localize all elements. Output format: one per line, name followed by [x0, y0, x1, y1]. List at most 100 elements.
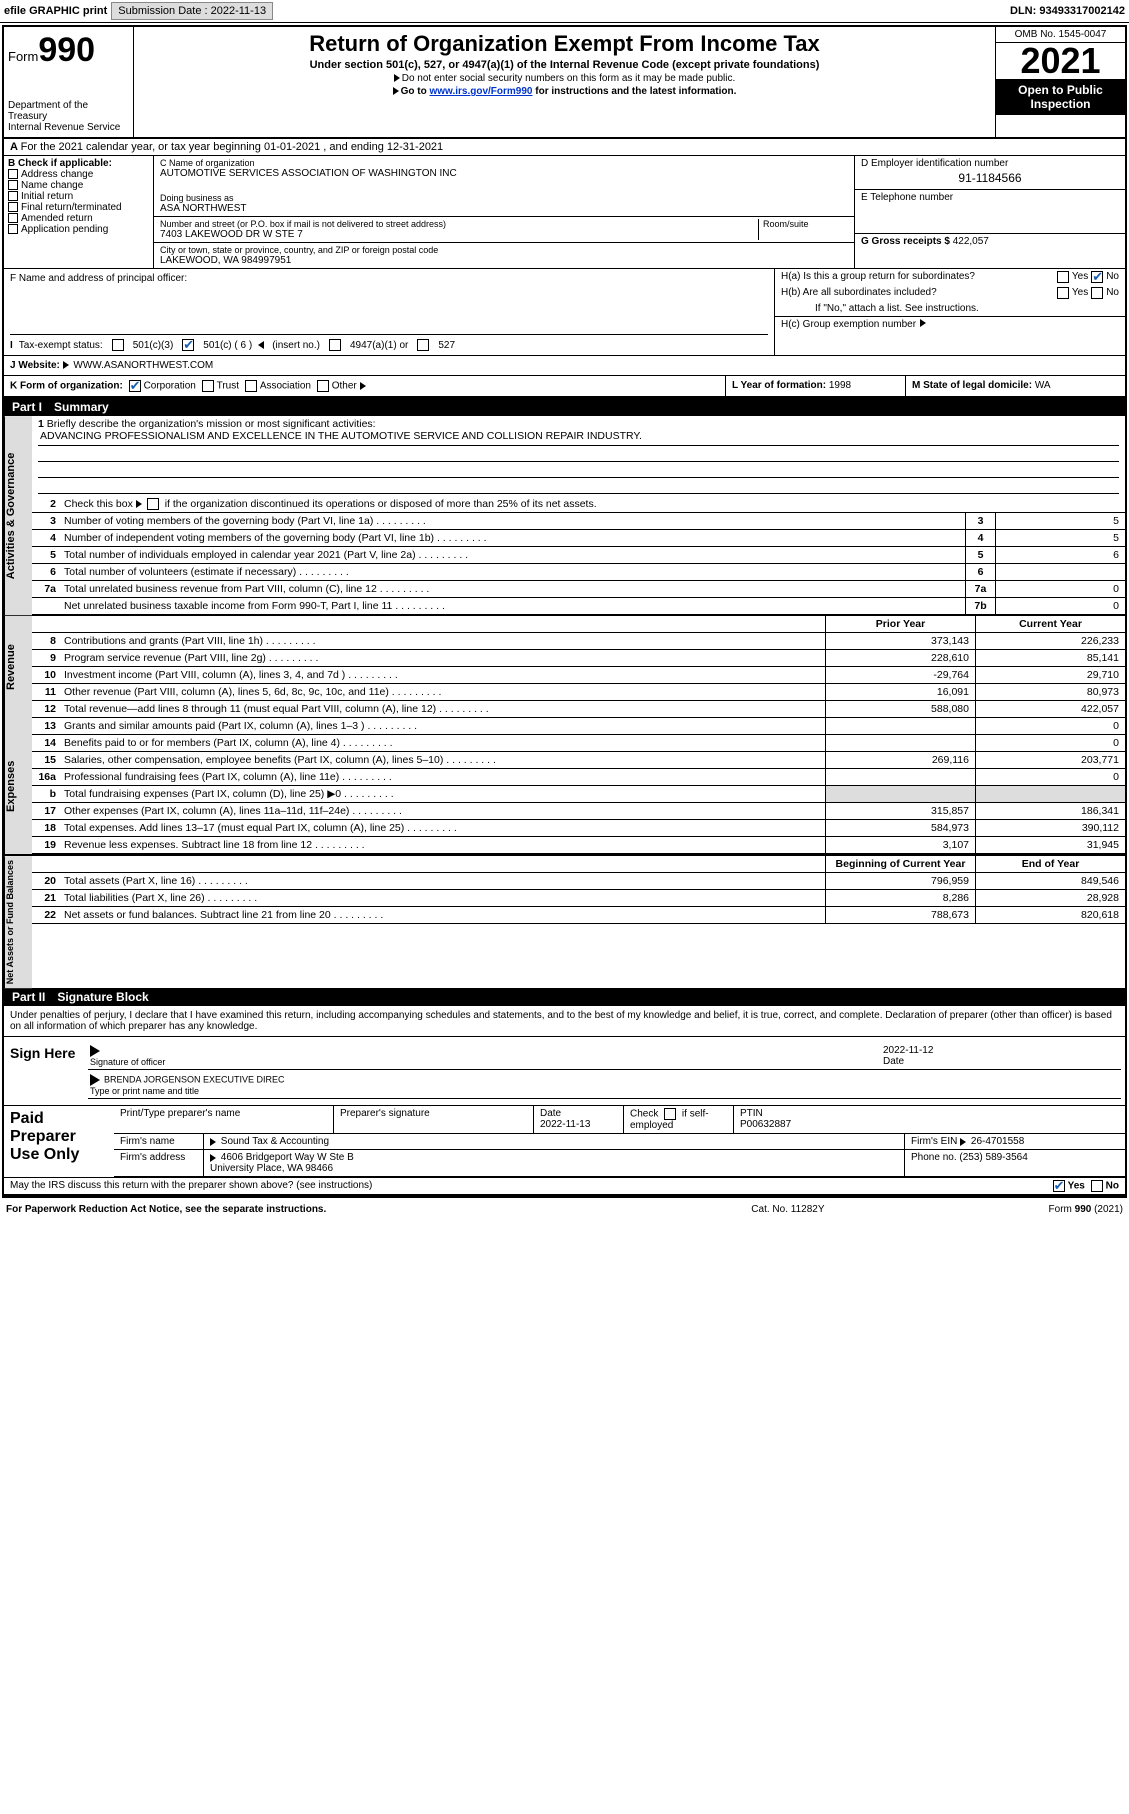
addr-cell: Number and street (or P.O. box if mail i… [154, 217, 854, 243]
hb-no[interactable] [1091, 287, 1103, 299]
cb-assoc[interactable] [245, 380, 257, 392]
line-18: 18Total expenses. Add lines 13–17 (must … [32, 820, 1125, 837]
line-17: 17Other expenses (Part IX, column (A), l… [32, 803, 1125, 820]
gross-cell: G Gross receipts $ 422,057 [855, 234, 1125, 249]
current-year-hdr: Current Year [975, 616, 1125, 632]
phone-label: E Telephone number [861, 192, 1119, 203]
irs-link[interactable]: www.irs.gov/Form990 [429, 86, 532, 97]
open-public: Open to Public Inspection [996, 79, 1125, 115]
cb-501c[interactable] [182, 339, 194, 351]
line-10: 10Investment income (Part VIII, column (… [32, 667, 1125, 684]
cb-name-change[interactable]: Name change [8, 180, 149, 191]
line-9: 9Program service revenue (Part VIII, lin… [32, 650, 1125, 667]
cb-trust[interactable] [202, 380, 214, 392]
cb-527[interactable] [417, 339, 429, 351]
irs-label: Internal Revenue Service [8, 122, 129, 133]
firm-name-row: Firm's name Sound Tax & Accounting Firm'… [114, 1134, 1125, 1150]
officer-label: F Name and address of principal officer: [10, 273, 768, 284]
line-8: 8Contributions and grants (Part VIII, li… [32, 633, 1125, 650]
cb-amended[interactable]: Amended return [8, 213, 149, 224]
discuss-no[interactable] [1091, 1180, 1103, 1192]
line-13: 13Grants and similar amounts paid (Part … [32, 718, 1125, 735]
line-16a: 16aProfessional fundraising fees (Part I… [32, 769, 1125, 786]
form-header: Form990 Department of the Treasury Inter… [4, 27, 1125, 139]
cb-app-pending[interactable]: Application pending [8, 224, 149, 235]
city-cell: City or town, state or province, country… [154, 243, 854, 268]
sign-here-row: Sign Here Signature of officer 2022-11-1… [4, 1037, 1125, 1106]
cb-final-return[interactable]: Final return/terminated [8, 202, 149, 213]
row-i: I Tax-exempt status: 501(c)(3) 501(c) ( … [10, 334, 768, 351]
cat-no: Cat. No. 11282Y [527, 1204, 1048, 1215]
hc-row: H(c) Group exemption number [775, 316, 1125, 332]
header-right: OMB No. 1545-0047 2021 Open to Public In… [995, 27, 1125, 137]
line-14: 14Benefits paid to or for members (Part … [32, 735, 1125, 752]
tax-year: 2021 [996, 43, 1125, 79]
dba-label: Doing business as [160, 193, 848, 203]
room-label: Room/suite [758, 219, 848, 240]
paperwork-notice: For Paperwork Reduction Act Notice, see … [6, 1204, 326, 1215]
cb-discontinued[interactable] [147, 498, 159, 510]
b-header: B Check if applicable: [8, 158, 149, 169]
firm-addr-row: Firm's address 4606 Bridgeport Way W Ste… [114, 1150, 1125, 1177]
gov-label: Activities & Governance [4, 416, 32, 615]
org-name-label: C Name of organization [160, 158, 848, 168]
cb-address-change[interactable]: Address change [8, 169, 149, 180]
addr-value: 7403 LAKEWOOD DR W STE 7 [160, 229, 758, 240]
top-toolbar: efile GRAPHIC print Submission Date : 20… [0, 0, 1129, 23]
col-de: D Employer identification number 91-1184… [855, 156, 1125, 268]
net-section: Net Assets or Fund Balances Beginning of… [4, 854, 1125, 988]
line-20: 20Total assets (Part X, line 16) . . . .… [32, 873, 1125, 890]
paid-hdr: Print/Type preparer's name Preparer's si… [114, 1106, 1125, 1134]
cb-corp[interactable] [129, 380, 141, 392]
link-note: Go to www.irs.gov/Form990 for instructio… [138, 86, 991, 97]
prior-year-hdr: Prior Year [825, 616, 975, 632]
efile-label: efile GRAPHIC print [4, 5, 107, 17]
cb-other[interactable] [317, 380, 329, 392]
sig-date: 2022-11-12Date [881, 1043, 1121, 1069]
hb-yes[interactable] [1057, 287, 1069, 299]
col-c: C Name of organization AUTOMOTIVE SERVIC… [154, 156, 855, 268]
net-header: Beginning of Current Year End of Year [32, 856, 1125, 873]
submission-date-button[interactable]: Submission Date : 2022-11-13 [111, 2, 273, 20]
row-klm: K Form of organization: Corporation Trus… [4, 376, 1125, 398]
hb-row: H(b) Are all subordinates included? Yes … [775, 285, 1125, 301]
col-h: H(a) Is this a group return for subordin… [775, 269, 1125, 355]
rev-label: Revenue [4, 616, 32, 718]
declaration: Under penalties of perjury, I declare th… [4, 1006, 1125, 1037]
discuss-yes[interactable] [1053, 1180, 1065, 1192]
gov-line-3: 3Number of voting members of the governi… [32, 513, 1125, 530]
paid-preparer: Paid Preparer Use Only Print/Type prepar… [4, 1106, 1125, 1178]
ha-no[interactable] [1091, 271, 1103, 283]
section-bcde: B Check if applicable: Address change Na… [4, 156, 1125, 269]
gov-line-7a: 7aTotal unrelated business revenue from … [32, 581, 1125, 598]
cb-4947[interactable] [329, 339, 341, 351]
row-k: K Form of organization: Corporation Trus… [4, 376, 725, 396]
sign-here: Sign Here [4, 1037, 84, 1105]
net-label: Net Assets or Fund Balances [4, 856, 32, 988]
gov-line-4: 4Number of independent voting members of… [32, 530, 1125, 547]
line-b: bTotal fundraising expenses (Part IX, co… [32, 786, 1125, 803]
discuss-row: May the IRS discuss this return with the… [4, 1178, 1125, 1196]
cb-501c3[interactable] [112, 339, 124, 351]
line-11: 11Other revenue (Part VIII, column (A), … [32, 684, 1125, 701]
ha-row: H(a) Is this a group return for subordin… [775, 269, 1125, 285]
org-name: AUTOMOTIVE SERVICES ASSOCIATION OF WASHI… [160, 168, 848, 179]
cb-self-emp[interactable] [664, 1108, 676, 1120]
col-b: B Check if applicable: Address change Na… [4, 156, 154, 268]
form-footer: Form 990 (2021) [1049, 1204, 1123, 1215]
line-15: 15Salaries, other compensation, employee… [32, 752, 1125, 769]
ein-value: 91-1184566 [861, 169, 1119, 187]
row-j: J Website: WWW.ASANORTHWEST.COM [4, 356, 1125, 376]
cb-initial-return[interactable]: Initial return [8, 191, 149, 202]
addr-label: Number and street (or P.O. box if mail i… [160, 219, 758, 229]
gross-label: G Gross receipts $ [861, 236, 950, 247]
line-19: 19Revenue less expenses. Subtract line 1… [32, 837, 1125, 854]
section-fh: F Name and address of principal officer:… [4, 269, 1125, 356]
city-value: LAKEWOOD, WA 984997951 [160, 255, 848, 266]
ha-yes[interactable] [1057, 271, 1069, 283]
form-number: Form990 [8, 31, 129, 70]
dln-label: DLN: 93493317002142 [1010, 5, 1125, 17]
gross-value: 422,057 [953, 236, 989, 247]
footer: For Paperwork Reduction Act Notice, see … [0, 1200, 1129, 1219]
bcy-hdr: Beginning of Current Year [825, 856, 975, 872]
